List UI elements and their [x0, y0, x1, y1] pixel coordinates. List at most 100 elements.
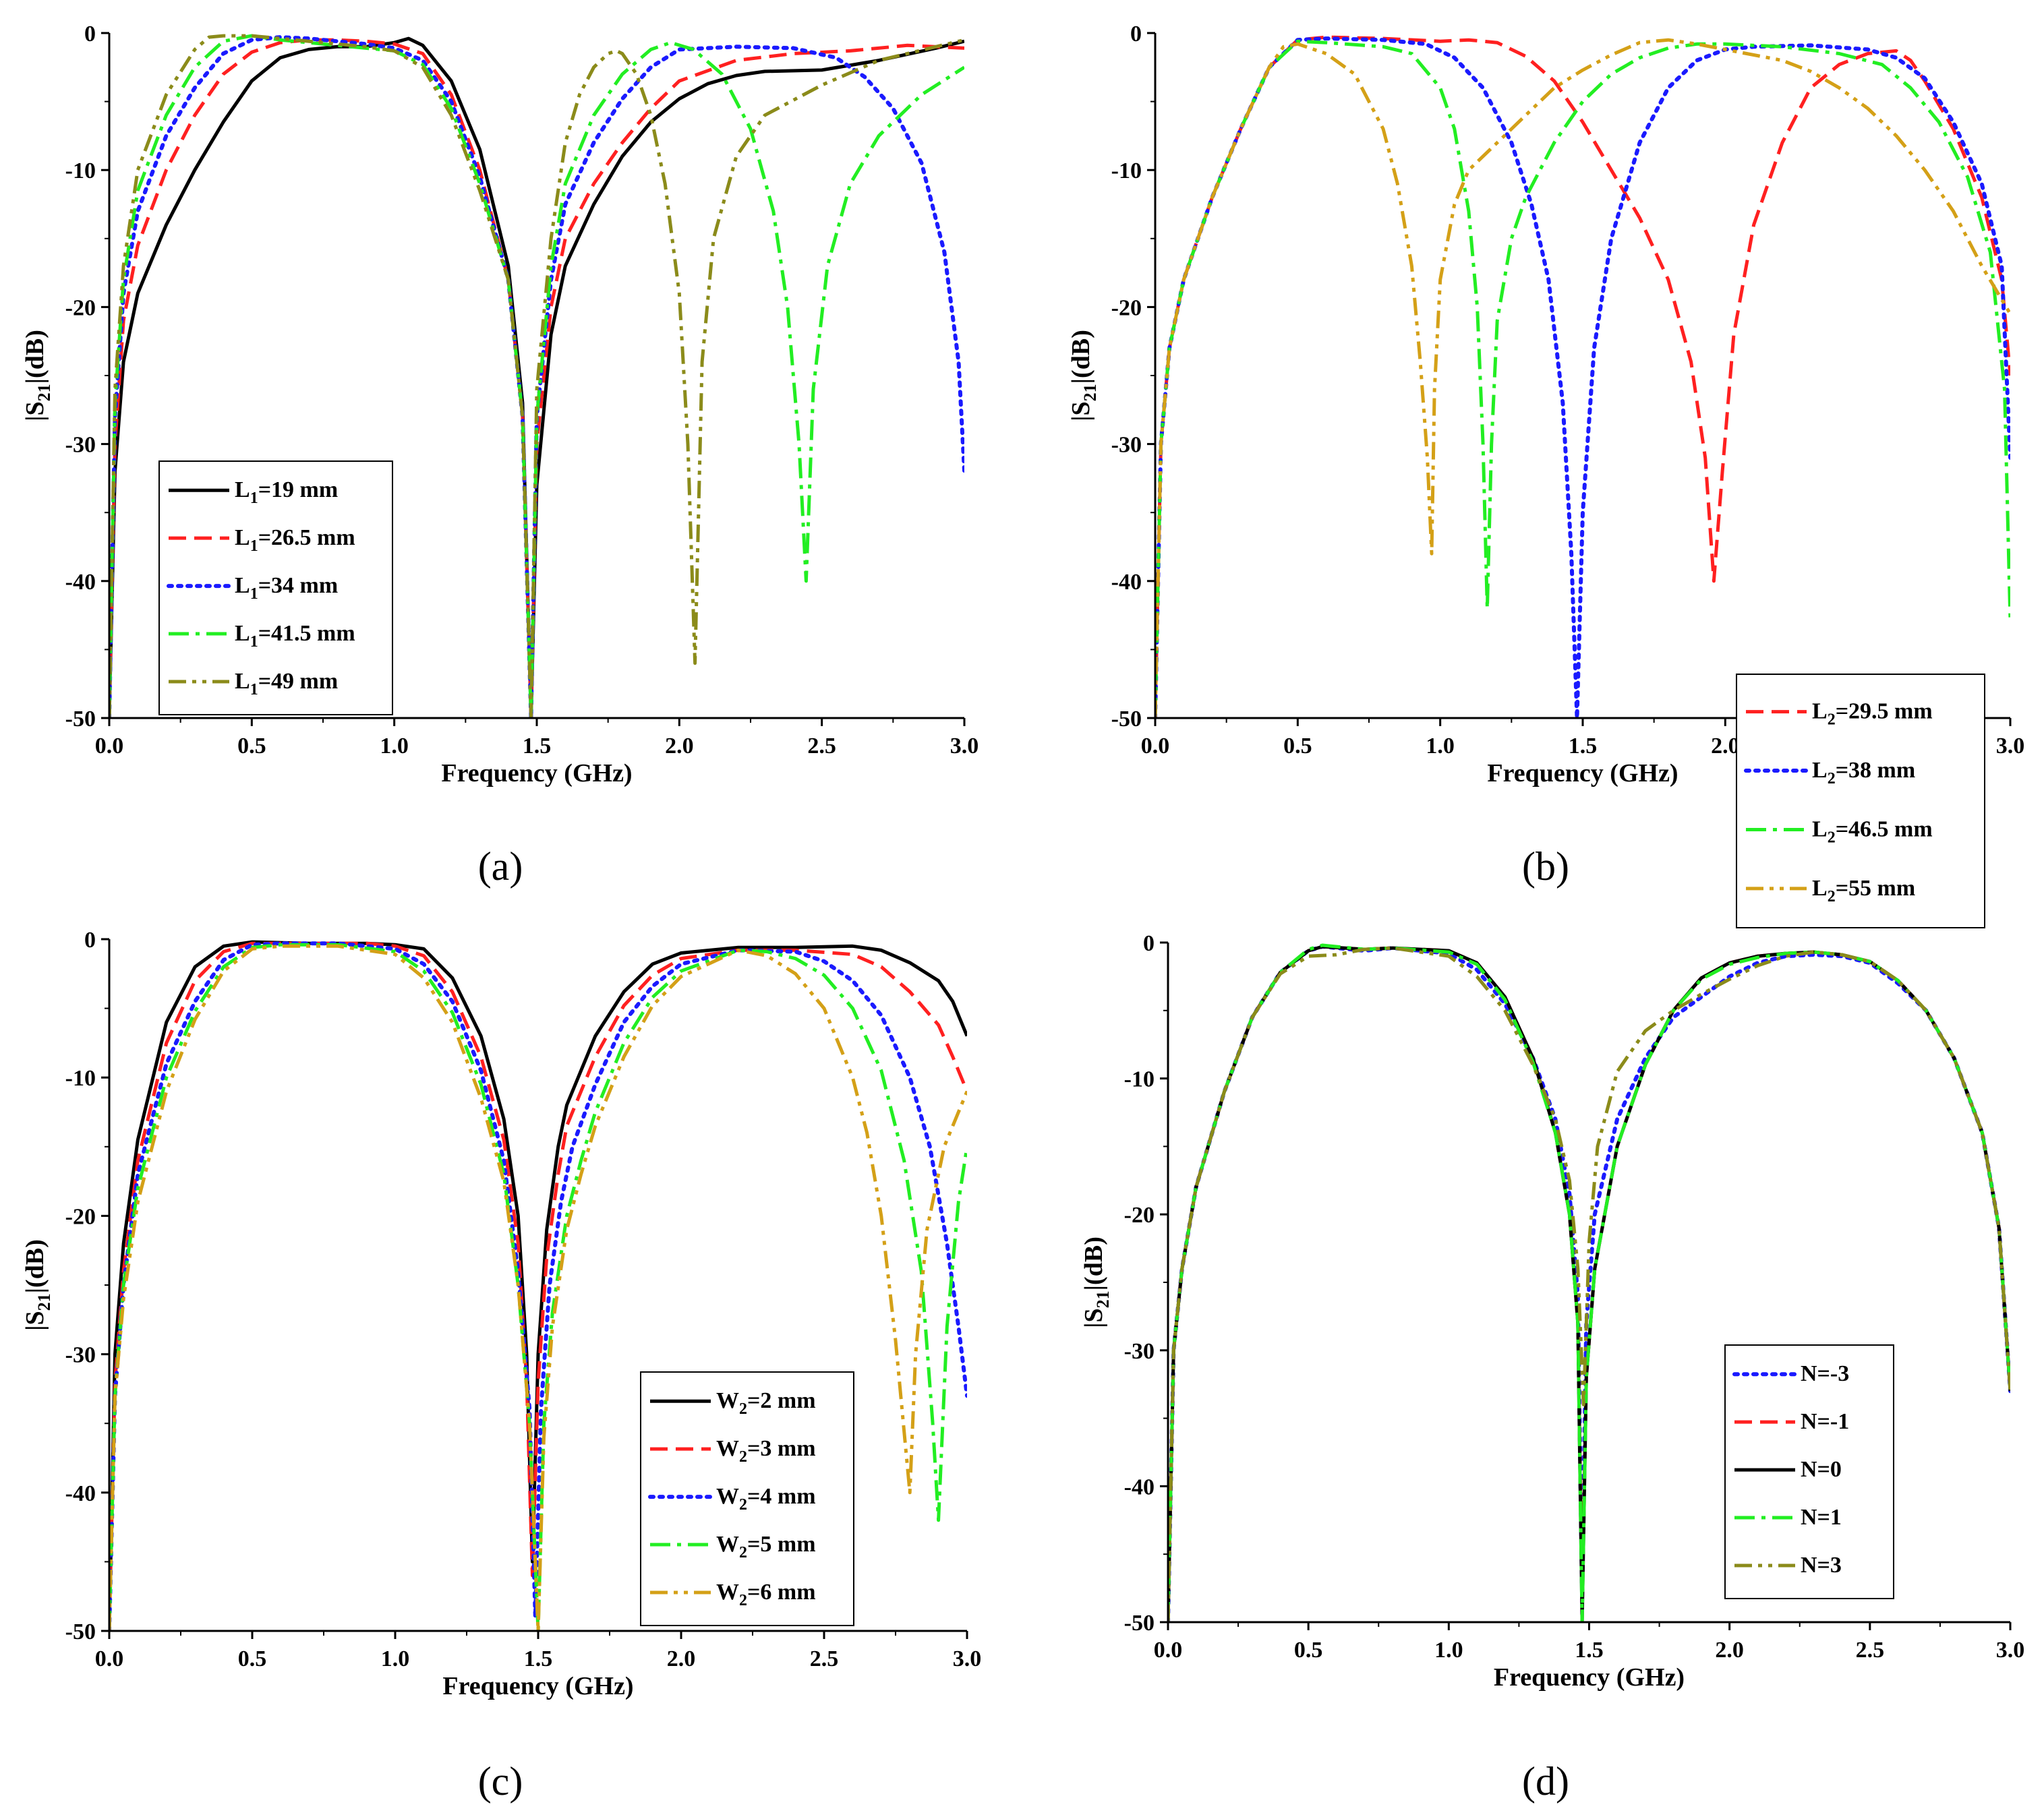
legend-label: L1=41.5 mm [235, 621, 355, 651]
y-tick-label: -50 [65, 707, 96, 732]
x-tick-label: 1.0 [1434, 1638, 1463, 1663]
legend-label-sub: 1 [250, 489, 258, 507]
legend-label: L2=29.5 mm [1812, 699, 1933, 729]
chart-panel: 0.0 0.5 1.0 1.5 2.0 2.5 3.0 0 -10 -20 -30 -40 -50 Fre… [1080, 931, 2024, 1804]
y-tick-label: 0 [1130, 22, 1142, 47]
x-tick-label: 2.0 [1715, 1638, 1744, 1663]
y-axis-label-main: |S [1067, 401, 1095, 421]
series-line-5 [109, 944, 967, 1631]
x-tick-label: 1.0 [1426, 734, 1455, 758]
legend-label: N=-3 [1801, 1361, 1849, 1386]
y-tick-label: -10 [1124, 1067, 1155, 1092]
legend-label-sub: 2 [739, 1496, 747, 1514]
panel-label: (c) [478, 1759, 523, 1804]
legend-box [1724, 1344, 1894, 1599]
series-line-5 [1168, 946, 2010, 1622]
y-tick-label: -30 [1124, 1339, 1155, 1364]
legend-label-sub: 2 [739, 1400, 747, 1418]
y-axis-label: |S21|(dB) [21, 1239, 54, 1331]
legend-label-main: L [1812, 816, 1828, 841]
legend-label-sub: 1 [250, 585, 258, 603]
legend-label-sub: 2 [739, 1592, 747, 1609]
y-axis-label-sub: 21 [34, 384, 54, 401]
legend-label-sub: 1 [250, 681, 258, 698]
legend-label: N=0 [1801, 1457, 1842, 1482]
y-tick-label: -50 [65, 1619, 96, 1644]
series-layer [1155, 35, 2010, 718]
x-tick-label: 0.5 [1283, 734, 1312, 758]
legend-label-main: W [716, 1580, 739, 1605]
legend-label-rest: =46.5 mm [1836, 816, 1933, 841]
series-line-4 [1168, 943, 2010, 1622]
panel-label: (b) [1522, 844, 1569, 889]
legend-label-rest: =41.5 mm [258, 621, 355, 646]
legend-label-rest: =26.5 mm [258, 525, 355, 550]
legend-label-rest: =2 mm [747, 1388, 816, 1413]
legend-label-sub: 2 [739, 1448, 747, 1466]
legend-label-main: W [716, 1388, 739, 1413]
legend-label-main: N=1 [1801, 1505, 1842, 1530]
panel-label: (a) [478, 844, 523, 889]
legend-box [640, 1371, 854, 1626]
legend-label: W2=4 mm [716, 1484, 816, 1514]
y-tick-label: -50 [1111, 707, 1142, 732]
legend-label: N=1 [1801, 1505, 1842, 1530]
x-tick-label: 0.5 [1294, 1638, 1323, 1663]
series-layer [109, 34, 964, 718]
y-tick-label: 0 [84, 22, 96, 47]
y-axis-label: |S21|(dB) [1067, 330, 1100, 421]
x-tick-label: 0.0 [1141, 734, 1170, 758]
y-axis-label-tail: |(dB) [21, 330, 49, 384]
y-tick-label: 0 [1143, 931, 1155, 956]
legend-label: L1=26.5 mm [235, 525, 355, 555]
y-axis-label-sub: 21 [34, 1293, 54, 1311]
legend-label: L1=19 mm [235, 477, 338, 507]
legend-label-main: L [1812, 876, 1828, 901]
legend-label-rest: =6 mm [747, 1580, 816, 1605]
y-tick-label: -40 [1124, 1475, 1155, 1499]
x-tick-label: 0.0 [1154, 1638, 1183, 1663]
y-tick-label: -10 [1111, 158, 1142, 183]
legend-label: W2=6 mm [716, 1580, 816, 1609]
legend-label-main: W [716, 1436, 739, 1461]
series-line-1 [109, 36, 964, 718]
y-axis-label-tail: |(dB) [1067, 330, 1095, 384]
series-line-4 [109, 34, 964, 718]
legend-label-main: L [235, 525, 250, 550]
x-tick-label: 0.5 [237, 734, 266, 758]
y-axis-label: |S21|(dB) [21, 330, 54, 421]
legend-label-main: W [716, 1484, 739, 1509]
legend-label: L2=46.5 mm [1812, 816, 1933, 846]
x-tick-label: 1.0 [380, 734, 409, 758]
y-axis-label: |S21|(dB) [1080, 1237, 1113, 1328]
y-tick-label: -40 [1111, 570, 1142, 595]
series-line-2 [109, 38, 964, 718]
y-axis-label-sub: 21 [1080, 384, 1100, 401]
legend-label-main: N=3 [1801, 1553, 1842, 1578]
legend-label-rest: =3 mm [747, 1436, 816, 1461]
x-tick-label: 2.5 [810, 1646, 839, 1671]
y-axis-label-tail: |(dB) [21, 1239, 49, 1293]
x-tick-label: 3.0 [1996, 1638, 2025, 1663]
legend-label: L1=49 mm [235, 669, 338, 698]
legend-label-sub: 2 [1828, 829, 1836, 846]
y-axis-label-main: |S [1080, 1308, 1108, 1328]
x-tick-label: 0.0 [95, 1646, 124, 1671]
legend-label: N=3 [1801, 1553, 1842, 1578]
legend-label-rest: =19 mm [258, 477, 339, 502]
legend: N=-3 N=-1 N=0 N=1 N=3 [1724, 1344, 1894, 1599]
y-tick-label: -30 [65, 433, 96, 458]
y-tick-label: -20 [65, 1204, 96, 1229]
y-tick-label: -20 [1124, 1203, 1155, 1228]
y-axis-label-main: |S [21, 1311, 49, 1331]
x-axis-label: Frequency (GHz) [442, 1672, 633, 1700]
x-tick-label: 1.5 [1569, 734, 1598, 758]
legend-label-main: N=0 [1801, 1457, 1842, 1482]
x-tick-label: 2.0 [667, 1646, 696, 1671]
legend-label-rest: =34 mm [258, 573, 339, 598]
series-line-3 [109, 941, 967, 1631]
legend-label-sub: 1 [250, 633, 258, 651]
